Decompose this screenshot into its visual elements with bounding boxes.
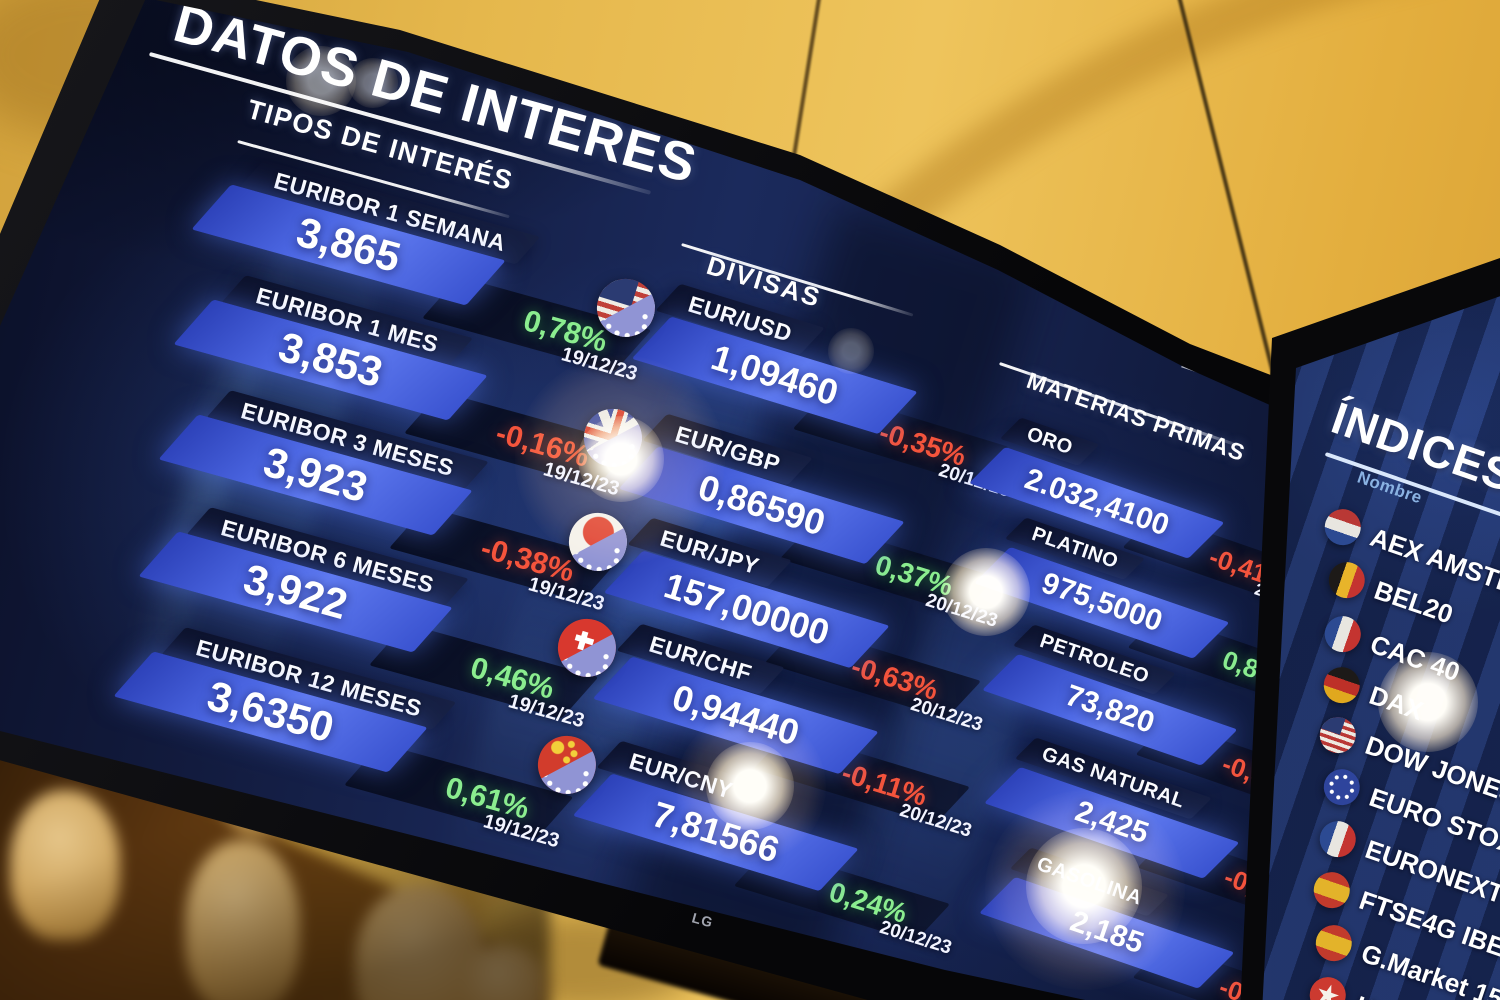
index-name: DAX <box>1365 679 1428 727</box>
index-flag-icon <box>1323 557 1370 604</box>
index-flag-icon <box>1314 712 1361 759</box>
index-flag-icon <box>1318 764 1365 811</box>
index-flag-icon <box>1314 816 1361 863</box>
index-flag-icon <box>1308 867 1355 914</box>
index-flag-icon <box>1318 662 1365 709</box>
index-flag-icon <box>1319 504 1366 551</box>
index-flag-icon <box>1319 611 1366 658</box>
index-flag-icon <box>1310 920 1357 967</box>
index-flag-icon <box>1304 972 1351 1000</box>
